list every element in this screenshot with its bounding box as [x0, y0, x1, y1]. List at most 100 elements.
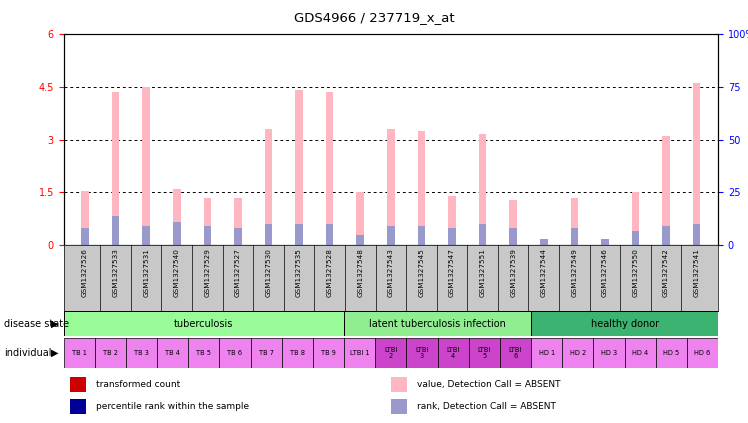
Bar [387, 129, 395, 245]
Text: GSM1327543: GSM1327543 [387, 249, 394, 297]
Bar [326, 224, 334, 245]
Text: HD 5: HD 5 [663, 350, 679, 356]
Bar [571, 198, 578, 245]
Bar [126, 338, 157, 368]
Bar [387, 226, 395, 245]
Bar [295, 90, 303, 245]
Bar [601, 244, 609, 245]
Text: GSM1327539: GSM1327539 [510, 249, 516, 297]
Bar [219, 338, 251, 368]
Text: disease state: disease state [4, 319, 69, 329]
Bar [662, 136, 670, 245]
Bar [500, 338, 531, 368]
Text: LTBI
4: LTBI 4 [447, 347, 460, 359]
Bar [64, 338, 95, 368]
Bar [562, 338, 593, 368]
Text: individual: individual [4, 348, 52, 358]
Bar [531, 311, 718, 336]
Bar [265, 224, 272, 245]
Bar [64, 311, 344, 336]
Text: percentile rank within the sample: percentile rank within the sample [96, 402, 249, 411]
Text: transformed count: transformed count [96, 380, 180, 389]
Text: LTBI
5: LTBI 5 [478, 347, 491, 359]
Bar [357, 192, 364, 245]
Bar [111, 92, 120, 245]
Text: GSM1327531: GSM1327531 [143, 249, 149, 297]
Bar [295, 224, 303, 245]
Bar [417, 131, 425, 245]
Bar [203, 226, 211, 245]
Bar [693, 83, 700, 245]
Bar [142, 87, 150, 245]
Bar [313, 338, 344, 368]
Bar [375, 338, 406, 368]
Text: healthy donor: healthy donor [590, 319, 659, 329]
Text: HD 2: HD 2 [570, 350, 586, 356]
Text: GSM1327544: GSM1327544 [541, 249, 547, 297]
Text: LTBI 1: LTBI 1 [350, 350, 370, 356]
Text: GSM1327533: GSM1327533 [112, 249, 119, 297]
Bar [111, 216, 120, 245]
Bar [531, 338, 562, 368]
Bar [448, 196, 456, 245]
Bar [448, 228, 456, 245]
Text: TB 5: TB 5 [196, 350, 212, 356]
Text: TB 4: TB 4 [165, 350, 180, 356]
Text: HD 4: HD 4 [632, 350, 649, 356]
Text: TB 9: TB 9 [321, 350, 336, 356]
Bar [438, 338, 469, 368]
Text: GSM1327548: GSM1327548 [358, 249, 364, 297]
Bar [282, 338, 313, 368]
Bar [687, 338, 718, 368]
Text: TB 6: TB 6 [227, 350, 242, 356]
Bar [344, 311, 531, 336]
Bar [479, 135, 486, 245]
Bar [693, 224, 700, 245]
Text: GSM1327549: GSM1327549 [571, 249, 577, 297]
Bar [173, 222, 180, 245]
Bar [82, 228, 89, 245]
Text: GSM1327551: GSM1327551 [479, 249, 485, 297]
Text: GSM1327540: GSM1327540 [174, 249, 180, 297]
Text: TB 2: TB 2 [102, 350, 118, 356]
Bar [509, 200, 517, 245]
Bar [625, 338, 656, 368]
Bar [631, 231, 640, 245]
Text: GSM1327541: GSM1327541 [693, 249, 699, 297]
Bar [157, 338, 188, 368]
Bar [82, 191, 89, 245]
Text: GSM1327529: GSM1327529 [204, 249, 210, 297]
Bar [417, 226, 425, 245]
Bar [234, 228, 242, 245]
Bar [251, 338, 282, 368]
Text: ▶: ▶ [51, 348, 58, 358]
Text: LTBI
3: LTBI 3 [415, 347, 429, 359]
Bar [234, 198, 242, 245]
Text: rank, Detection Call = ABSENT: rank, Detection Call = ABSENT [417, 402, 556, 411]
Text: tuberculosis: tuberculosis [174, 319, 233, 329]
Text: LTBI
6: LTBI 6 [509, 347, 522, 359]
Bar [601, 239, 609, 245]
Text: GSM1327526: GSM1327526 [82, 249, 88, 297]
Text: GSM1327542: GSM1327542 [663, 249, 669, 297]
Text: GSM1327550: GSM1327550 [633, 249, 639, 297]
Text: GSM1327535: GSM1327535 [296, 249, 302, 297]
Bar [571, 228, 578, 245]
Text: TB 8: TB 8 [289, 350, 305, 356]
Text: GSM1327545: GSM1327545 [418, 249, 424, 297]
Text: HD 6: HD 6 [694, 350, 711, 356]
Bar [540, 244, 548, 245]
Text: GSM1327530: GSM1327530 [266, 249, 272, 297]
Bar [142, 226, 150, 245]
Text: value, Detection Call = ABSENT: value, Detection Call = ABSENT [417, 380, 560, 389]
Text: GSM1327527: GSM1327527 [235, 249, 241, 297]
Text: TB 1: TB 1 [72, 350, 87, 356]
Text: TB 7: TB 7 [259, 350, 274, 356]
Bar [656, 338, 687, 368]
Bar [203, 198, 211, 245]
Text: GDS4966 / 237719_x_at: GDS4966 / 237719_x_at [294, 11, 454, 24]
Text: latent tuberculosis infection: latent tuberculosis infection [370, 319, 506, 329]
Bar [70, 377, 87, 392]
Bar [70, 399, 87, 414]
Bar [593, 338, 625, 368]
